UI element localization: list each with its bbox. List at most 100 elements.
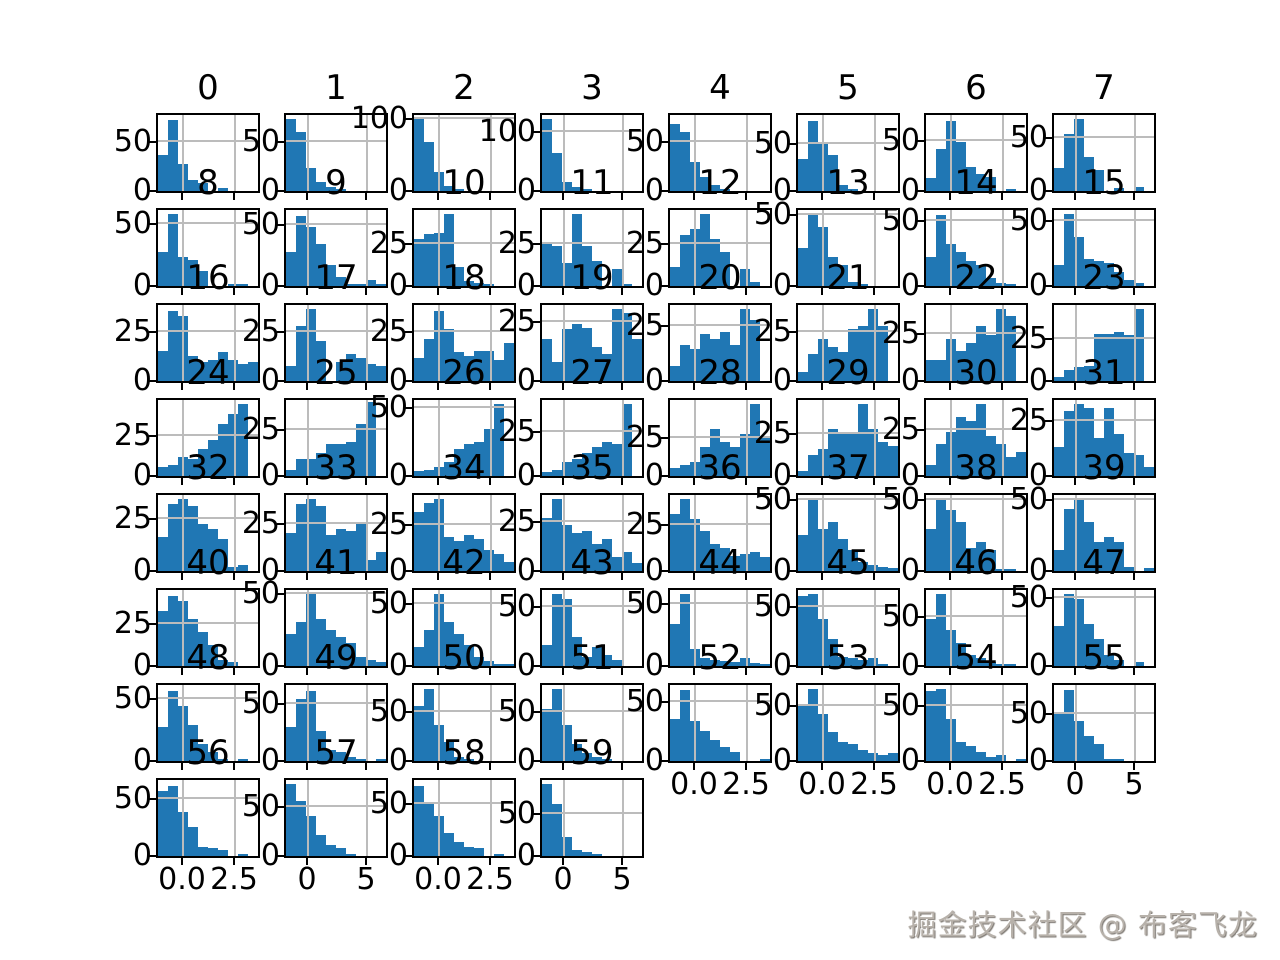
subplot-54: 54 50 0 0.0 2.5 xyxy=(882,640,1028,801)
y-tick-mark xyxy=(917,220,926,222)
x-gridline xyxy=(366,210,368,286)
hist-bar xyxy=(858,284,868,286)
hist-bar xyxy=(454,352,464,381)
hist-bar xyxy=(1074,599,1084,666)
hist-bar xyxy=(582,852,592,856)
hist-bar xyxy=(986,662,996,666)
y-tick-label-max: 25 xyxy=(241,506,280,541)
x-tick-mark xyxy=(949,191,951,200)
hist-bar xyxy=(238,364,248,381)
subplot-title: 54 xyxy=(954,638,998,678)
subplot-title: 53 xyxy=(826,638,870,678)
hist-bar xyxy=(986,757,996,761)
subplot-24: 24 25 0 xyxy=(114,355,260,491)
hist-bar xyxy=(760,759,770,761)
x-gridline xyxy=(438,780,440,856)
x-tick-mark xyxy=(437,761,439,770)
hist-bar xyxy=(158,155,168,191)
y-tick-label-max: 25 xyxy=(113,501,152,536)
subplot-22: 22 25 0 xyxy=(882,260,1028,396)
hist-bar xyxy=(1074,404,1084,476)
hist-bar xyxy=(464,444,474,476)
x-tick-mark xyxy=(1133,191,1135,200)
y-tick-label-zero: 0 xyxy=(388,363,408,398)
subplot-title: 6 xyxy=(965,68,987,108)
y-gridline xyxy=(158,330,258,332)
x-gridline xyxy=(234,780,236,856)
hist-bar xyxy=(286,533,296,571)
subplot-39: 39 50 0 xyxy=(1010,450,1156,586)
y-tick-label-zero: 0 xyxy=(132,743,152,778)
hist-bar xyxy=(168,596,178,666)
y-tick-mark xyxy=(277,285,286,287)
y-gridline xyxy=(926,704,1026,706)
y-tick-mark xyxy=(1045,475,1054,477)
y-gridline xyxy=(158,517,258,519)
hist-bar xyxy=(858,326,868,381)
hist-bar xyxy=(1094,542,1104,571)
hist-bar xyxy=(1134,309,1144,381)
hist-bar xyxy=(1124,335,1134,381)
x-gridline xyxy=(1002,685,1004,761)
y-tick-mark xyxy=(533,760,542,762)
hist-bar xyxy=(306,594,316,666)
y-tick-mark xyxy=(405,855,414,857)
hist-bar xyxy=(286,784,296,856)
y-tick-label-max: 25 xyxy=(369,314,408,349)
y-tick-label-max: 50 xyxy=(753,197,792,232)
x-gridline xyxy=(874,115,876,191)
hist-bar xyxy=(592,447,602,476)
x-gridline xyxy=(746,685,748,761)
hist-bar xyxy=(808,689,818,761)
hist-bar xyxy=(552,499,562,571)
y-tick-mark xyxy=(1045,338,1054,340)
hist-bar xyxy=(976,658,986,666)
y-tick-mark xyxy=(149,190,158,192)
hist-bar xyxy=(218,850,228,856)
y-tick-mark xyxy=(149,331,158,333)
subplot-5: 5 50 0 xyxy=(754,70,900,206)
hist-bar xyxy=(1054,265,1064,286)
x-tick-mark xyxy=(233,191,235,200)
x-tick-mark xyxy=(949,666,951,675)
hist-bar xyxy=(976,265,986,286)
x-gridline xyxy=(1075,400,1077,476)
hist-bar xyxy=(1114,759,1124,761)
subplot-title: 59 xyxy=(570,733,614,773)
y-tick-label-max: 50 xyxy=(1009,482,1048,517)
x-gridline xyxy=(694,590,696,666)
y-tick-label-max: 100 xyxy=(478,114,536,149)
hist-bar xyxy=(750,552,760,571)
hist-bar xyxy=(966,548,976,571)
x-tick-mark xyxy=(489,571,491,580)
subplot-title: 56 xyxy=(186,733,230,773)
x-gridline xyxy=(874,400,876,476)
y-tick-mark xyxy=(277,141,286,143)
hist-bar xyxy=(956,742,966,761)
y-tick-label-zero: 0 xyxy=(900,268,920,303)
x-tick-mark xyxy=(1133,666,1135,675)
subplot-title: 38 xyxy=(954,448,998,488)
subplot-title: 28 xyxy=(698,353,742,393)
subplot-2: 2 100 0 xyxy=(351,70,516,206)
hist-bar xyxy=(336,189,346,191)
y-tick-mark xyxy=(277,475,286,477)
hist-bar xyxy=(188,506,198,571)
hist-bar xyxy=(376,552,386,571)
hist-bar xyxy=(670,366,680,381)
subplot-4: 4 50 0 xyxy=(626,70,772,206)
hist-bar xyxy=(1074,367,1084,381)
hist-bar xyxy=(878,664,888,666)
subplot-6: 6 50 0 xyxy=(882,70,1028,206)
y-tick-mark xyxy=(277,570,286,572)
y-gridline xyxy=(286,140,386,142)
x-gridline xyxy=(622,115,624,191)
y-tick-label-zero: 0 xyxy=(516,268,536,303)
hist-bar xyxy=(632,563,642,571)
y-tick-mark xyxy=(277,760,286,762)
y-tick-mark xyxy=(661,665,670,667)
hist-bar xyxy=(474,283,484,286)
hist-bar xyxy=(346,757,356,761)
x-gridline xyxy=(950,115,952,191)
hist-bar xyxy=(1144,467,1154,476)
